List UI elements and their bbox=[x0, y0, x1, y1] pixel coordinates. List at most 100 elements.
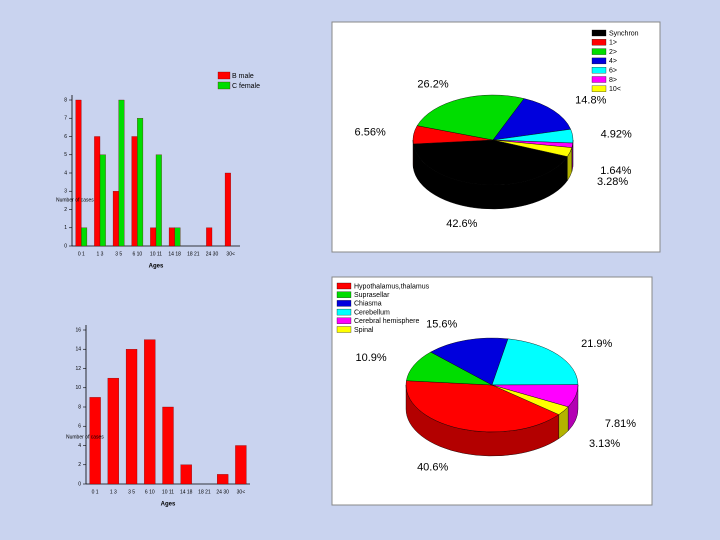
x-tick-label: 30< bbox=[237, 489, 246, 495]
bar bbox=[150, 227, 157, 247]
y-tick-label: 0 bbox=[64, 243, 67, 249]
pie-value-label: 6.56% bbox=[355, 127, 386, 139]
y-tick-label: 16 bbox=[75, 327, 81, 333]
pie-slice bbox=[492, 139, 573, 157]
pie-value-label: 1.64% bbox=[600, 165, 631, 177]
legend-label: Synchron bbox=[609, 30, 639, 37]
pie-value-label: 3.13% bbox=[589, 438, 620, 450]
bar bbox=[94, 136, 101, 247]
x-axis-label: Ages bbox=[161, 502, 176, 508]
bar bbox=[125, 349, 138, 485]
y-tick-label: 8 bbox=[64, 97, 67, 103]
legend-label: B male bbox=[232, 73, 254, 80]
pie-value-label: 21.9% bbox=[581, 338, 612, 350]
pie-slice bbox=[405, 380, 560, 433]
legend-swatch bbox=[591, 29, 607, 37]
y-tick-label: 1 bbox=[64, 225, 67, 231]
legend-label: 8> bbox=[609, 77, 617, 84]
bar bbox=[155, 154, 162, 247]
legend-swatch bbox=[591, 67, 607, 74]
bar bbox=[107, 377, 119, 485]
legend-label: 6> bbox=[609, 68, 617, 75]
y-tick-label: 7 bbox=[64, 116, 67, 122]
pie-value-label: 15.6% bbox=[426, 318, 457, 330]
pie-slice bbox=[492, 98, 571, 141]
x-tick-label: 24 30 bbox=[216, 489, 229, 495]
legend-label: Suprasellar bbox=[354, 292, 390, 299]
legend-label: 4> bbox=[609, 58, 617, 65]
legend-label: Hypothalamus,thalamus bbox=[354, 283, 430, 290]
y-tick-label: 2 bbox=[78, 462, 81, 468]
pie-slice bbox=[491, 338, 579, 386]
bar bbox=[131, 136, 138, 247]
legend-label: Spinal bbox=[354, 327, 374, 334]
bar bbox=[112, 191, 119, 247]
legend-swatch bbox=[217, 71, 231, 80]
legend-swatch bbox=[336, 317, 352, 324]
bar bbox=[75, 99, 82, 247]
x-tick-label: 6 10 bbox=[132, 251, 142, 257]
x-tick-label: 24 30 bbox=[206, 251, 219, 257]
y-tick-label: 4 bbox=[78, 443, 81, 449]
x-tick-label: 0 1 bbox=[92, 489, 99, 495]
x-tick-label: 10 11 bbox=[150, 251, 162, 257]
bar bbox=[206, 227, 213, 247]
bar bbox=[217, 474, 229, 485]
legend-label: 1> bbox=[609, 40, 617, 47]
y-tick-label: 0 bbox=[78, 481, 81, 487]
legend-label: 2> bbox=[609, 49, 617, 56]
legend-swatch bbox=[591, 76, 607, 83]
bar bbox=[137, 118, 144, 247]
bar bbox=[168, 227, 175, 247]
legend-swatch bbox=[591, 85, 607, 92]
x-tick-label: 10 11 bbox=[162, 489, 174, 495]
legend-label: Cerebral hemisphere bbox=[354, 318, 419, 325]
legend-label: 10< bbox=[609, 86, 621, 93]
pie-slice bbox=[491, 384, 569, 415]
legend-swatch bbox=[336, 300, 352, 307]
x-tick-label: 18 21 bbox=[187, 251, 200, 257]
bar bbox=[99, 154, 106, 247]
x-tick-label: 18 21 bbox=[198, 489, 211, 495]
pie-value-label: 7.81% bbox=[605, 418, 636, 430]
legend-swatch bbox=[336, 282, 352, 290]
legend-swatch bbox=[591, 39, 607, 46]
pie-value-label: 3.28% bbox=[597, 176, 628, 188]
x-tick-label: 14 18 bbox=[168, 251, 181, 257]
bar bbox=[180, 464, 192, 485]
y-tick-label: 14 bbox=[75, 347, 81, 353]
bar bbox=[144, 339, 156, 485]
y-tick-label: 8 bbox=[78, 404, 81, 410]
x-tick-label: 3 5 bbox=[128, 489, 135, 495]
x-tick-label: 1 3 bbox=[110, 489, 117, 495]
x-axis-label: Ages bbox=[149, 264, 164, 270]
x-tick-label: 0 1 bbox=[78, 251, 85, 257]
y-tick-label: 2 bbox=[64, 207, 67, 213]
y-tick-label: 5 bbox=[64, 152, 67, 158]
pie-value-label: 4.92% bbox=[601, 129, 632, 141]
x-tick-label: 3 5 bbox=[115, 251, 122, 257]
bar bbox=[235, 445, 247, 485]
bar bbox=[224, 172, 231, 247]
legend-swatch bbox=[336, 308, 352, 316]
legend-label: Chiasma bbox=[354, 301, 382, 308]
bar bbox=[81, 227, 88, 247]
y-tick-label: 10 bbox=[75, 385, 81, 391]
legend-swatch bbox=[217, 81, 231, 90]
pie-value-label: 42.6% bbox=[446, 218, 477, 230]
bar bbox=[118, 99, 125, 247]
y-tick-label: 6 bbox=[64, 134, 67, 140]
x-tick-label: 1 3 bbox=[97, 251, 104, 257]
pie-slice bbox=[416, 94, 525, 141]
x-tick-label: 30< bbox=[226, 251, 235, 257]
legend-swatch bbox=[336, 326, 352, 333]
pie-slice bbox=[413, 139, 568, 186]
bar bbox=[174, 227, 181, 247]
y-tick-label: 6 bbox=[78, 424, 81, 430]
x-tick-label: 6 10 bbox=[145, 489, 155, 495]
y-tick-label: 4 bbox=[64, 170, 67, 176]
legend-swatch bbox=[591, 48, 607, 55]
y-tick-label: 12 bbox=[75, 366, 81, 372]
legend-swatch bbox=[591, 57, 607, 65]
